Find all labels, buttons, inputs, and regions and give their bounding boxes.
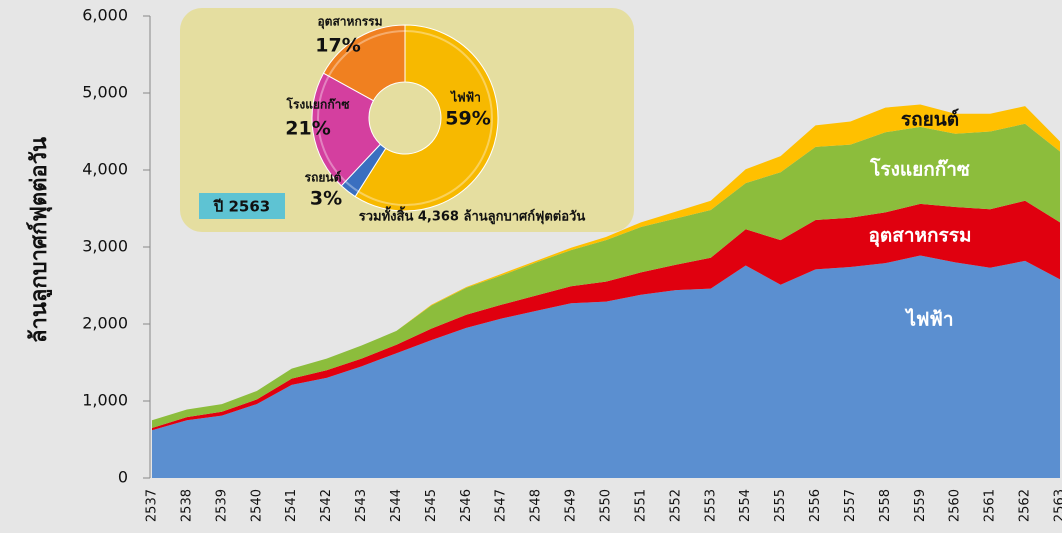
x-tick-label: 2563 [1053, 489, 1062, 522]
slice-value: 3% [310, 188, 342, 210]
year-badge [199, 193, 285, 219]
series-label: โรงแยกก๊าซ [869, 158, 970, 181]
x-tick-label: 2547 [494, 489, 509, 522]
slice-value: 21% [285, 118, 330, 140]
x-tick-label: 2546 [459, 489, 474, 522]
y-tick-label: 4,000 [82, 160, 128, 179]
y-tick-label: 2,000 [82, 314, 128, 333]
x-tick-label: 2538 [179, 489, 194, 522]
x-tick-label: 2548 [529, 489, 544, 522]
x-tick-label: 2541 [284, 489, 299, 522]
slice-label: อุตสาหกรรม [317, 15, 382, 30]
slice-label: ไฟฟ้า [449, 90, 481, 105]
x-tick-label: 2556 [808, 489, 823, 522]
y-axis-label: ล้านลูกบาศก์ฟุตต่อวัน [26, 137, 53, 343]
slice-label: รถยนต์ [305, 171, 342, 185]
x-tick-label: 2553 [703, 489, 718, 522]
donut-ring [317, 30, 493, 206]
y-tick-label: 3,000 [82, 237, 128, 256]
inset-title: ปี 2563 [213, 198, 270, 216]
slice-value: 59% [445, 108, 490, 130]
x-tick-label: 2562 [1018, 489, 1033, 522]
area [152, 255, 1060, 478]
x-tick-label: 2555 [773, 489, 788, 522]
x-tick-label: 2557 [843, 489, 858, 522]
x-tick-label: 2558 [878, 489, 893, 522]
donut-slice [354, 24, 499, 212]
donut-slice [311, 72, 382, 187]
area [152, 200, 1060, 431]
x-tick-label: 2539 [214, 489, 229, 522]
y-tick-label: 1,000 [82, 391, 128, 410]
x-tick-label: 2545 [424, 489, 439, 522]
donut-slice [322, 24, 406, 102]
series-label: อุตสาหกรรม [869, 225, 972, 248]
x-tick-label: 2550 [599, 489, 614, 522]
x-tick-label: 2542 [319, 489, 334, 522]
y-tick-label: 6,000 [82, 6, 128, 25]
series-label: รถยนต์ [901, 109, 959, 131]
x-tick-label: 2561 [983, 489, 998, 522]
inset-subtitle: รวมทั้งสิ้น 4,368 ล้านลูกบาศก์ฟุตต่อวัน [359, 206, 586, 225]
slice-value: 17% [315, 35, 360, 57]
x-tick-label: 2540 [249, 489, 264, 522]
area [152, 123, 1060, 428]
x-tick-label: 2543 [354, 489, 369, 522]
x-tick-label: 2559 [913, 489, 928, 522]
x-tick-label: 2554 [738, 489, 753, 522]
x-tick-label: 2560 [948, 489, 963, 522]
x-tick-label: 2537 [145, 489, 160, 522]
x-tick-label: 2544 [389, 489, 404, 522]
series-label: ไฟฟ้า [904, 308, 953, 331]
y-tick-label: 0 [118, 468, 128, 487]
x-tick-label: 2549 [564, 489, 579, 522]
x-tick-label: 2551 [633, 489, 648, 522]
slice-label: โรงแยกก๊าซ [286, 97, 350, 112]
x-tick-label: 2552 [668, 489, 683, 522]
y-tick-label: 5,000 [82, 83, 128, 102]
inset-panel [180, 8, 634, 232]
